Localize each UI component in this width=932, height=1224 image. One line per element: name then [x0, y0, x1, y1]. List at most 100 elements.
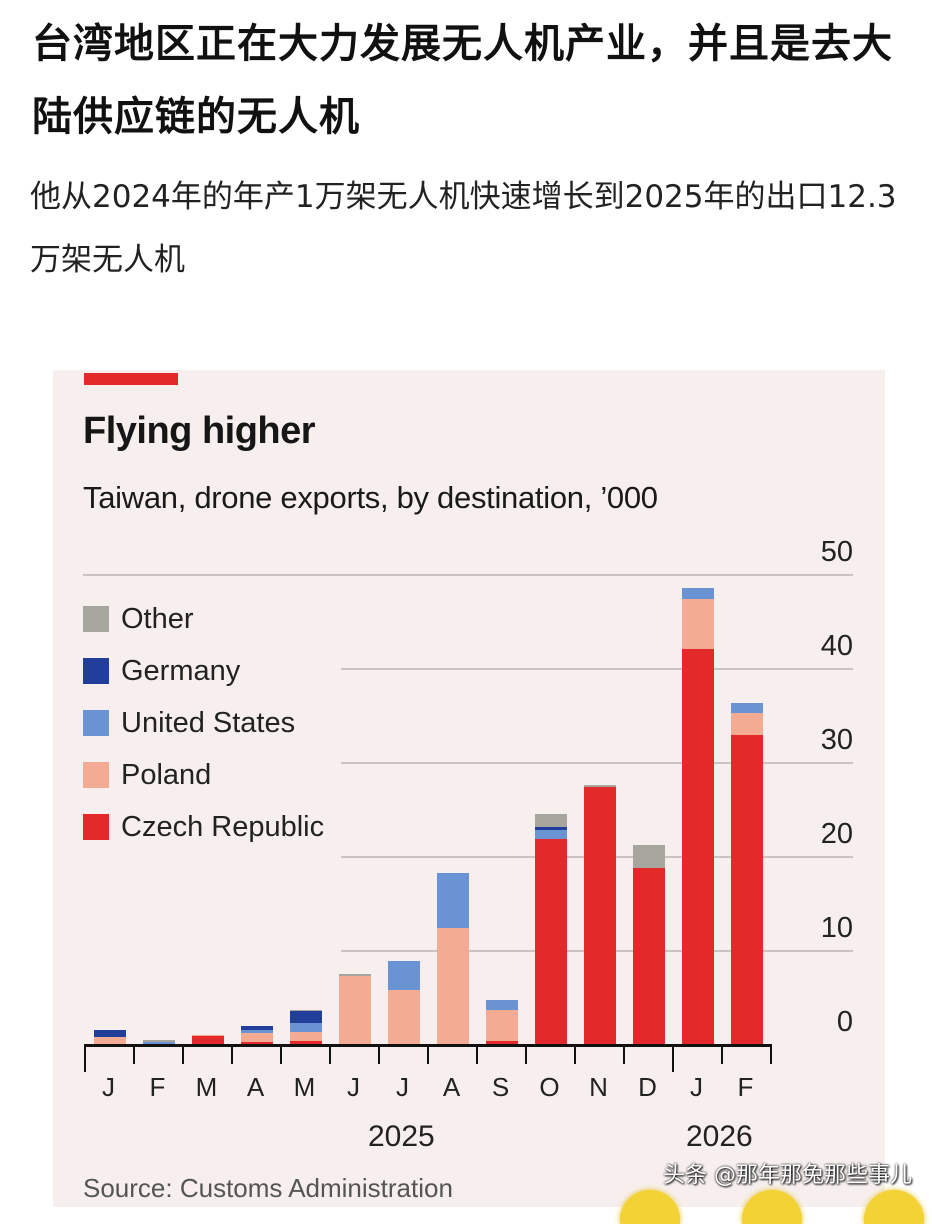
bar-segment-other [289, 1010, 322, 1012]
bar-jan-2025 [93, 1029, 126, 1044]
bar-jun-2025 [338, 973, 371, 1044]
x-axis-label: J [690, 1072, 703, 1102]
bar-segment-poland [93, 1037, 126, 1044]
bar-sep-2025 [485, 999, 518, 1044]
x-axis-tick [672, 1044, 674, 1072]
x-axis-label: M [195, 1072, 218, 1102]
x-axis-tick [133, 1044, 135, 1064]
bar-segment-germany [534, 826, 567, 830]
legend-label: Germany [121, 654, 241, 687]
x-axis-tick [721, 1044, 723, 1064]
x-axis-label: N [589, 1072, 608, 1102]
bar-oct-2025 [534, 813, 567, 1044]
plot-area: 0 10 20 30 40 50 J F M A M J J A S O N D J F 2025 2026 [53, 370, 885, 1207]
y-tick-label: 20 [820, 818, 853, 850]
x-axis-tick [427, 1044, 429, 1064]
bar-segment-germany [93, 1029, 126, 1038]
chart-card: Flying higher Taiwan, drone exports, by … [53, 370, 885, 1207]
bar-segment-other [632, 844, 665, 869]
bar-segment-united-states [387, 961, 420, 991]
chart-source: Source: Customs Administration [83, 1173, 453, 1203]
y-tick-label: 0 [836, 1006, 853, 1038]
x-axis-tick [280, 1044, 282, 1064]
legend-label: Other [121, 602, 194, 635]
accent-bar [84, 373, 178, 385]
y-tick-label: 30 [820, 724, 853, 756]
x-axis-tick [231, 1044, 233, 1064]
emoji-icon [620, 1190, 680, 1224]
bar-may-2025 [289, 1010, 322, 1044]
bar-feb-2025 [142, 1040, 175, 1044]
y-tick-label: 10 [820, 912, 853, 944]
x-axis-label: D [638, 1072, 657, 1102]
legend-swatch-icon [83, 658, 109, 684]
bar-segment-united-states [485, 999, 518, 1011]
bar-segment-united-states [240, 1029, 273, 1033]
x-axis-tick [84, 1044, 86, 1072]
bar-jan-2026 [681, 588, 714, 1044]
legend-item: Poland [83, 749, 324, 801]
bar-segment-czech-republic [632, 868, 665, 1044]
bar-segment-czech-republic [289, 1041, 322, 1044]
legend-label: Poland [121, 758, 212, 791]
legend-item: United States [83, 697, 324, 749]
emoji-decoration [620, 1190, 924, 1224]
bar-segment-poland [338, 976, 371, 1044]
legend-swatch-icon [83, 606, 109, 632]
legend-label: United States [121, 706, 296, 739]
x-axis-tick [623, 1044, 625, 1064]
watermark: 头条 @那年那兔那些事儿 [663, 1163, 912, 1188]
x-axis-label: F [149, 1072, 166, 1102]
bar-segment-poland [289, 1031, 322, 1042]
bar-segment-other [534, 813, 567, 827]
x-axis-label: M [293, 1072, 316, 1102]
x-axis-label: S [491, 1072, 510, 1102]
bar-dec-2025 [632, 844, 665, 1044]
legend-swatch-icon [83, 762, 109, 788]
bar-segment-poland [436, 928, 469, 1044]
bar-segment-other [142, 1040, 175, 1043]
bar-segment-united-states [289, 1023, 322, 1032]
gridline [83, 574, 853, 576]
bar-segment-poland [240, 1032, 273, 1043]
legend-swatch-icon [83, 710, 109, 736]
x-axis-tick [574, 1044, 576, 1064]
chart-subtitle: Taiwan, drone exports, by destination, ’… [83, 480, 658, 515]
bar-segment-poland [191, 1034, 224, 1037]
bar-segment-united-states [681, 588, 714, 600]
emoji-icon [742, 1190, 802, 1224]
article-headline: 台湾地区正在大力发展无人机产业，并且是去大陆供应链的无人机 [32, 21, 893, 140]
y-tick-label: 50 [820, 536, 853, 568]
article-lede: 他从2024年的年产1万架无人机快速增长到2025年的出口12.3万架无人机 [30, 179, 897, 278]
legend-label: Czech Republic [121, 810, 325, 843]
bar-mar-2025 [191, 1034, 224, 1044]
bar-segment-poland [485, 1010, 518, 1042]
legend-swatch-icon [83, 814, 109, 840]
bar-segment-czech-republic [534, 839, 567, 1044]
year-label-2026: 2026 [686, 1120, 753, 1153]
x-axis-label: J [347, 1072, 360, 1102]
year-label-2025: 2025 [368, 1120, 435, 1153]
bar-segment-czech-republic [730, 734, 763, 1044]
x-axis-tick [476, 1044, 478, 1064]
legend-item: Germany [83, 645, 324, 697]
bar-segment-united-states [534, 829, 567, 840]
bar-segment-poland [387, 990, 420, 1044]
x-axis-label: O [539, 1072, 560, 1102]
x-axis-label: A [442, 1072, 461, 1102]
x-axis-tick [329, 1044, 331, 1064]
gridline [341, 668, 853, 670]
bar-segment-germany [289, 1011, 322, 1024]
bar-segment-czech-republic [191, 1036, 224, 1044]
x-axis-label: J [396, 1072, 409, 1102]
chart-title: Flying higher [83, 410, 316, 452]
bar-segment-czech-republic [583, 787, 616, 1044]
bar-nov-2025 [583, 784, 616, 1044]
chart-legend: Other Germany United States Poland Czech Rep… [83, 593, 324, 853]
bar-jul-2025 [387, 961, 420, 1044]
bar-segment-other [583, 784, 616, 788]
x-axis-tick [378, 1044, 380, 1064]
bar-segment-czech-republic [681, 649, 714, 1044]
x-axis-tick [182, 1044, 184, 1064]
x-axis-label: J [102, 1072, 115, 1102]
